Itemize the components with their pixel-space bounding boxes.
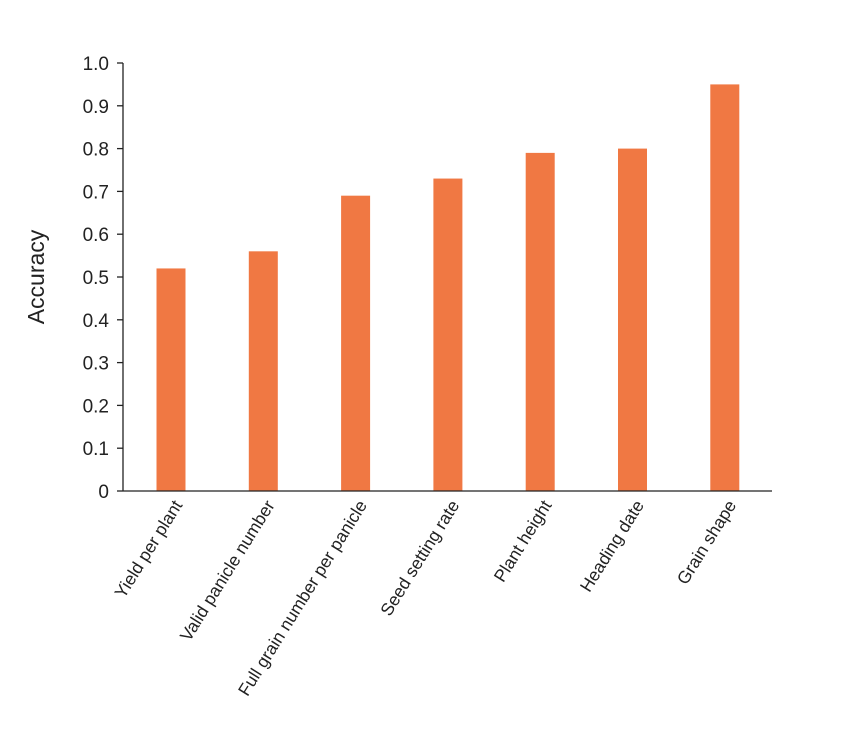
bar	[618, 148, 647, 491]
y-tick-label: 0.9	[83, 97, 109, 118]
x-tick-label: Grain shape	[673, 497, 740, 588]
y-tick-label: 0.2	[83, 396, 109, 417]
y-tick-label: 0.7	[83, 182, 109, 203]
y-ticks-group: 0 0.1 0.2 0.3 0.4 0.5 0.6 0.7 0.8 0.9 1.0	[83, 54, 123, 503]
bars-group	[156, 84, 740, 492]
bar	[341, 195, 371, 491]
bar	[525, 152, 555, 491]
x-tick-label: Heading date	[576, 497, 648, 596]
y-tick-label: 0.4	[83, 311, 110, 332]
bar	[156, 268, 186, 491]
y-axis-title: Accuracy	[23, 229, 49, 324]
x-tick-label: Plant height	[490, 496, 556, 585]
y-tick-label: 0	[98, 482, 109, 503]
y-tick-label: 0.6	[83, 225, 109, 246]
bar	[248, 251, 278, 491]
y-tick-label: 0.3	[83, 354, 109, 375]
y-tick-label: 0.8	[83, 140, 109, 161]
y-tick-label: 0.1	[83, 439, 109, 460]
x-tick-label: Yield per plant	[110, 496, 186, 601]
bar	[433, 178, 463, 491]
x-tick-label: Valid panicle number	[176, 496, 279, 644]
bar	[710, 84, 740, 492]
y-tick-label: 1.0	[83, 54, 109, 75]
y-tick-label: 0.5	[83, 268, 109, 289]
x-tick-label: Seed setting rate	[376, 497, 463, 620]
